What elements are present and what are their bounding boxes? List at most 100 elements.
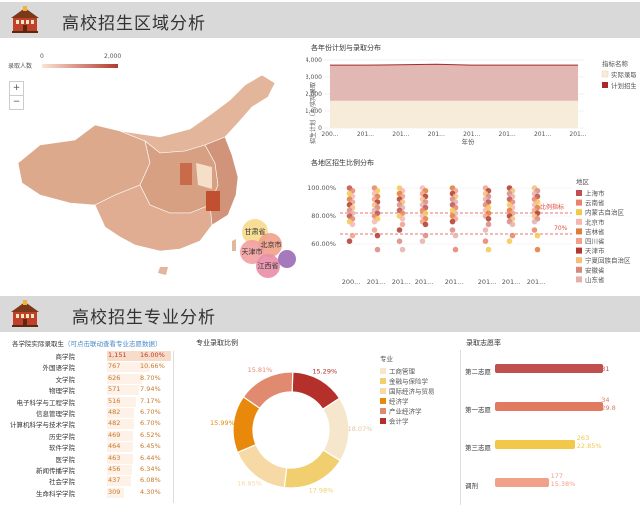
scatter-legend-swatch: [576, 209, 582, 216]
college-rank-row[interactable]: 信息管理学院 482 6.70%: [8, 408, 173, 419]
college-rank-row[interactable]: 新闻传播学院 456 6.34%: [8, 465, 173, 476]
scatter-legend-item[interactable]: 四川省: [585, 237, 605, 246]
college-rank-row[interactable]: 电子科学与工程学院 516 7.17%: [8, 396, 173, 408]
zoom-out-button[interactable]: −: [9, 95, 24, 110]
scatter-point[interactable]: [452, 246, 459, 253]
college-rank-row[interactable]: 商学院 1,151 16.00%: [8, 351, 173, 362]
scatter-point[interactable]: [531, 218, 538, 225]
wish-bar[interactable]: [495, 478, 549, 487]
college-rank-table: 商学院 1,151 16.00% 外国语学院 767 10.66% 文学院 626 8.70% 物…: [8, 351, 174, 503]
wish-bar-chart[interactable]: 第二志愿 31 第一志愿 34 29.8 第三志愿 263 22.85% 调剂 177 15.38%: [460, 350, 639, 505]
donut-legend-item[interactable]: 经济学: [389, 397, 409, 406]
bubble-label-gansu: 甘肃省: [245, 227, 266, 236]
china-map[interactable]: 甘肃省 北京市 天津市 江西省: [0, 45, 300, 290]
college-rank-row[interactable]: 物理学院 571 7.94%: [8, 385, 173, 396]
donut-legend-swatch: [380, 378, 386, 384]
trend-series-plan-line[interactable]: [330, 63, 578, 66]
scatter-point[interactable]: [449, 227, 456, 233]
scatter-legend-item[interactable]: 天津市: [585, 246, 605, 255]
college-rank-bar: [107, 373, 142, 384]
wish-category-label: 第二志愿: [465, 368, 491, 376]
scatter-point[interactable]: [485, 216, 492, 222]
scatter-point[interactable]: [419, 238, 426, 244]
map-island-hainan[interactable]: [158, 267, 168, 275]
trend-series-actual-area[interactable]: [330, 100, 578, 128]
donut-legend-item[interactable]: 国际经济与贸易: [389, 387, 435, 396]
trend-area-chart[interactable]: 招生计划（人/实际录取 年份 指标名称 实际录取 计划招生 4,000 3,000…: [306, 52, 636, 152]
major-donut-chart[interactable]: 专业 15.29%18.07%17.98%16.85%15.99%15.81% …: [188, 348, 453, 508]
college-rank-row[interactable]: 社会学院 437 6.08%: [8, 476, 173, 487]
scatter-point[interactable]: [509, 221, 516, 228]
donut-legend-item[interactable]: 金融与保险学: [389, 377, 429, 386]
map-pale-province[interactable]: [196, 163, 212, 189]
scatter-point[interactable]: [485, 246, 492, 253]
scatter-point[interactable]: [346, 238, 353, 244]
scatter-legend-item[interactable]: 上海市: [585, 189, 605, 198]
scatter-point[interactable]: [422, 232, 429, 239]
scatter-point[interactable]: [506, 238, 513, 244]
map-island-taiwan[interactable]: [232, 239, 236, 251]
college-rank-row[interactable]: 计算机科学与技术学院 482 6.70%: [8, 419, 173, 430]
donut-slice[interactable]: [283, 449, 342, 489]
scatter-point[interactable]: [534, 232, 541, 239]
bubble-purple[interactable]: [278, 250, 296, 268]
college-percent: 16.00%: [140, 351, 165, 359]
bubble-tianjin[interactable]: [240, 240, 264, 264]
trend-legend-plan[interactable]: 计划招生: [611, 81, 636, 90]
scatter-point[interactable]: [371, 218, 378, 225]
donut-legend-item[interactable]: 产业经济学: [389, 407, 422, 416]
scatter-point[interactable]: [371, 227, 378, 233]
college-rank-row[interactable]: 历史学院 469 6.52%: [8, 430, 173, 442]
donut-slice[interactable]: [242, 371, 294, 410]
college-rank-row[interactable]: 外国语学院 767 10.66%: [8, 362, 173, 373]
college-rank-row[interactable]: 生命科学学院 309 4.30%: [8, 487, 173, 499]
scatter-point[interactable]: [399, 246, 406, 253]
scatter-point[interactable]: [399, 216, 406, 222]
scatter-point[interactable]: [534, 246, 541, 253]
region-ratio-scatter[interactable]: 比例指标 70% 地区 100.00% 80.00% 60.00% 200... 201…: [306, 168, 636, 288]
wish-bar[interactable]: [495, 364, 604, 373]
scatter-point[interactable]: [422, 221, 429, 228]
scatter-point[interactable]: [396, 238, 403, 244]
scatter-legend-item[interactable]: 北京市: [585, 217, 605, 226]
scatter-point[interactable]: [396, 227, 403, 233]
donut-legend-item[interactable]: 会计学: [389, 417, 409, 426]
scatter-point[interactable]: [349, 232, 356, 239]
college-rank-bar: [107, 351, 171, 361]
scatter-point[interactable]: [482, 227, 489, 233]
scatter-point[interactable]: [531, 227, 538, 233]
scatter-point[interactable]: [349, 221, 356, 228]
map-legend-gradient[interactable]: [42, 64, 118, 68]
scatter-point[interactable]: [374, 246, 381, 253]
scatter-legend-item[interactable]: 安徽省: [585, 265, 605, 274]
wish-bar[interactable]: [495, 440, 575, 449]
map-highlight-province[interactable]: [180, 163, 192, 185]
major-section-header: 高校招生专业分析: [0, 296, 640, 332]
trend-legend-actual[interactable]: 实际录取: [611, 70, 636, 79]
scatter-legend-item[interactable]: 山东省: [585, 275, 605, 284]
scatter-point[interactable]: [399, 221, 406, 228]
college-rank-row[interactable]: 文学院 626 8.70%: [8, 373, 173, 385]
scatter-legend-item[interactable]: 宁夏回族自治区: [585, 256, 631, 265]
scatter-point[interactable]: [449, 218, 456, 225]
scatter-point[interactable]: [452, 232, 459, 239]
bubble-beijing[interactable]: [258, 233, 282, 257]
map-region-south[interactable]: [94, 184, 213, 252]
college-rank-row[interactable]: 软件学院 464 6.45%: [8, 442, 173, 453]
wish-bar[interactable]: [495, 402, 604, 411]
bubble-jiangxi[interactable]: [256, 254, 280, 278]
scatter-legend-item[interactable]: 内蒙古自治区: [585, 208, 625, 217]
donut-legend-item[interactable]: 工商管理: [389, 367, 416, 376]
map-highlight-jiangsu[interactable]: [206, 191, 220, 211]
scatter-point[interactable]: [482, 238, 489, 244]
scatter-legend-item[interactable]: 吉林省: [585, 227, 605, 236]
college-percent: 6.44%: [140, 453, 161, 462]
scatter-point[interactable]: [485, 221, 492, 228]
college-rank-row[interactable]: 医学院 463 6.44%: [8, 453, 173, 465]
scatter-point[interactable]: [509, 232, 516, 239]
scatter-legend-item[interactable]: 云南省: [585, 198, 605, 207]
scatter-point[interactable]: [374, 232, 381, 239]
college-rank-hint[interactable]: （可点击联动查看专业志愿数据）: [64, 340, 162, 348]
donut-slice[interactable]: [321, 397, 350, 462]
trend-y-tick: 4,000: [306, 57, 322, 64]
